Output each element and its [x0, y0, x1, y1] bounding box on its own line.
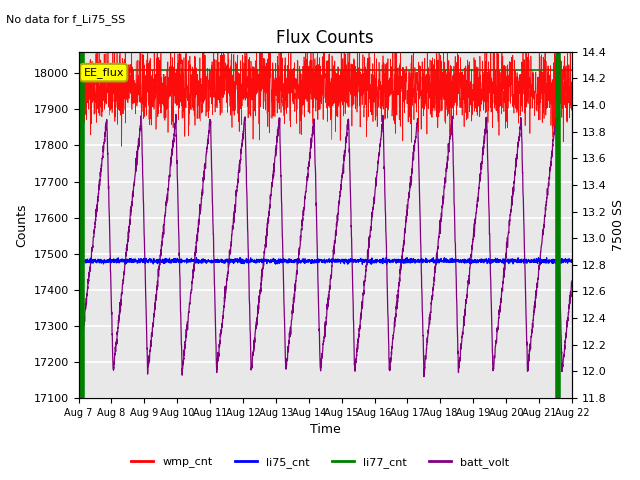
Title: Flux Counts: Flux Counts: [276, 29, 374, 48]
Legend: wmp_cnt, li75_cnt, li77_cnt, batt_volt: wmp_cnt, li75_cnt, li77_cnt, batt_volt: [127, 452, 513, 472]
Text: EE_flux: EE_flux: [83, 67, 124, 78]
Y-axis label: Counts: Counts: [15, 203, 28, 247]
Text: No data for f_Li75_SS: No data for f_Li75_SS: [6, 14, 125, 25]
X-axis label: Time: Time: [310, 423, 340, 436]
Y-axis label: 7500 SS: 7500 SS: [612, 199, 625, 251]
